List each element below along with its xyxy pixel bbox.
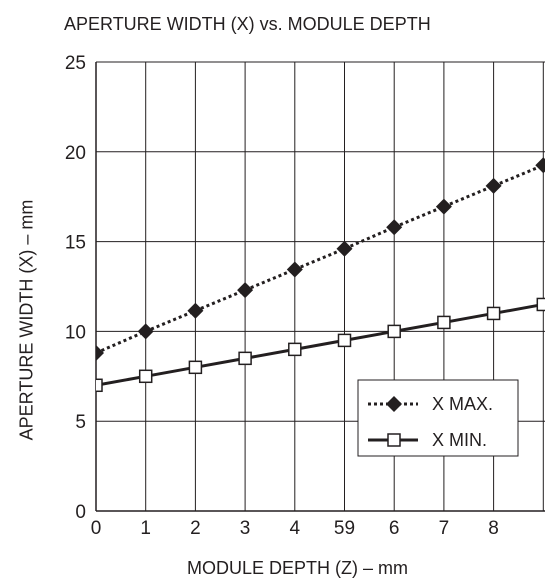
x-tick-label: 0 xyxy=(91,518,102,539)
tick-labels: 0 5 10 15 20 25 0 1 2 3 4 59 6 7 8 xyxy=(65,53,499,539)
data-point-xmin xyxy=(337,333,352,348)
x-tick-label: 6 xyxy=(389,518,400,539)
data-point-xmin xyxy=(288,342,302,357)
y-tick-label: 25 xyxy=(65,53,86,74)
series-line-xmax xyxy=(96,162,545,355)
x-tick-label: 3 xyxy=(240,518,251,539)
legend: X MAX. X MIN. xyxy=(357,379,519,457)
data-point-xmin xyxy=(238,351,252,366)
data-point-xmin xyxy=(486,306,501,321)
data-point-xmax xyxy=(435,198,452,215)
data-point-xmax xyxy=(535,157,545,174)
data-point-xmin xyxy=(138,369,153,384)
x-axis-label: MODULE DEPTH (Z) – mm xyxy=(186,558,408,578)
data-point-xmin xyxy=(437,315,451,330)
x-tick-label: 8 xyxy=(488,518,499,539)
y-tick-label: 0 xyxy=(75,502,86,523)
legend-box xyxy=(357,379,519,457)
plot-frame xyxy=(95,62,545,512)
data-point-xmax xyxy=(286,261,303,278)
data-point-xmax xyxy=(137,323,154,340)
data-point-xmax xyxy=(485,177,502,194)
y-tick-label: 15 xyxy=(65,233,86,254)
y-tick-label: 5 xyxy=(75,412,86,433)
data-point-xmin xyxy=(536,297,545,312)
data-point-xmax xyxy=(96,344,104,361)
y-tick-label: 20 xyxy=(65,143,86,164)
legend-label-xmax: X MAX. xyxy=(432,394,493,414)
x-tick-label: 4 xyxy=(290,518,301,539)
series-line-xmin xyxy=(96,302,545,387)
series-layer xyxy=(96,157,545,393)
x-tick-label: 7 xyxy=(439,518,450,539)
data-point-xmax xyxy=(386,219,403,236)
x-tick-label: 1 xyxy=(140,518,151,539)
x-tick-label: 59 xyxy=(334,518,355,539)
y-tick-label: 10 xyxy=(65,322,86,343)
data-point-xmax xyxy=(187,302,204,319)
x-tick-label: 2 xyxy=(190,518,201,539)
legend-label-xmin: X MIN. xyxy=(432,430,487,450)
data-point-xmin xyxy=(188,360,203,375)
chart-title: APERTURE WIDTH (X) vs. MODULE DEPTH xyxy=(64,14,431,34)
data-point-xmax xyxy=(336,240,353,257)
legend-marker-xmin xyxy=(387,433,401,447)
data-point-xmax xyxy=(237,282,254,299)
legend-marker-xmax xyxy=(386,396,402,412)
data-point-xmin xyxy=(387,324,401,339)
data-point-xmin xyxy=(96,378,103,393)
